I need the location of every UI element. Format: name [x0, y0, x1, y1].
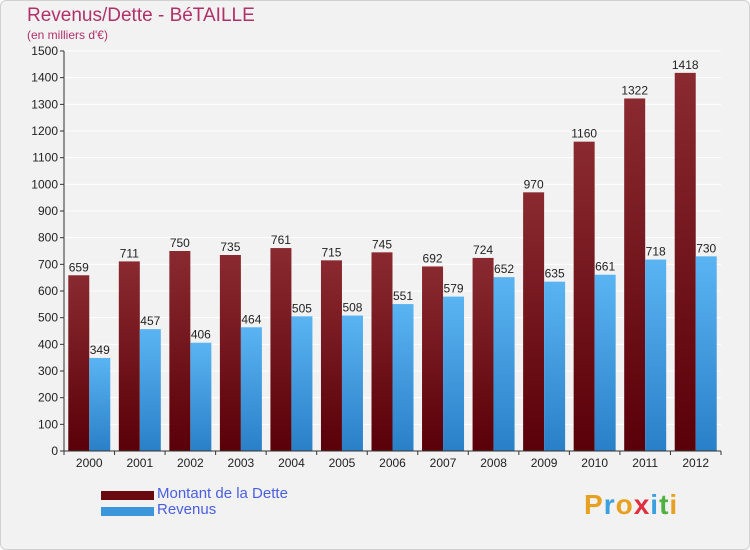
- data-label-revenus: 406: [191, 328, 211, 342]
- data-label-revenus: 349: [90, 343, 110, 357]
- data-label-revenus: 505: [292, 301, 312, 315]
- logo-letter: x: [633, 489, 651, 520]
- bar-revenus: [291, 316, 313, 451]
- data-label-revenus: 464: [241, 312, 261, 326]
- bar-revenus: [443, 296, 465, 451]
- y-tick-label: 1200: [31, 124, 58, 138]
- legend-item-revenus: Revenus: [101, 501, 216, 519]
- data-label-dette: 745: [372, 237, 392, 251]
- data-label-revenus: 635: [545, 267, 565, 281]
- logo-letter: i: [650, 489, 660, 520]
- bar-dette: [169, 251, 191, 451]
- data-label-revenus: 579: [444, 282, 464, 296]
- bar-revenus: [89, 357, 111, 451]
- x-tick-label: 2007: [430, 456, 457, 470]
- bar-revenus: [544, 281, 566, 451]
- data-label-revenus: 457: [140, 314, 160, 328]
- bar-revenus: [645, 259, 667, 451]
- x-tick-label: 2003: [228, 456, 255, 470]
- logo-letter: i: [669, 489, 679, 520]
- y-tick-label: 1100: [32, 151, 58, 165]
- y-tick-label: 600: [38, 284, 58, 298]
- data-label-dette: 724: [473, 243, 493, 257]
- y-tick-label: 200: [38, 391, 58, 405]
- y-tick-label: 300: [38, 364, 58, 378]
- data-label-dette: 761: [271, 233, 291, 247]
- bar-revenus: [695, 256, 717, 451]
- logo-letter: t: [659, 489, 670, 520]
- y-tick-label: 1400: [31, 71, 58, 85]
- bar-revenus: [139, 329, 161, 451]
- y-tick-label: 100: [38, 417, 58, 431]
- legend-label-dette: Montant de la Dette: [157, 485, 288, 502]
- bar-dette: [118, 261, 140, 451]
- x-tick-label: 2004: [278, 456, 305, 470]
- x-tick-label: 2005: [329, 456, 356, 470]
- y-tick-label: 400: [38, 337, 58, 351]
- y-tick-label: 0: [51, 444, 58, 458]
- data-label-revenus: 551: [393, 289, 413, 303]
- data-label-dette: 711: [120, 246, 139, 260]
- x-tick-label: 2000: [76, 456, 103, 470]
- bar-dette: [371, 252, 393, 451]
- y-tick-label: 800: [38, 231, 58, 245]
- y-tick-label: 1000: [31, 177, 58, 191]
- data-label-dette: 970: [524, 177, 544, 191]
- bar-dette: [219, 255, 241, 451]
- legend-item-dette: Montant de la Dette: [101, 485, 288, 503]
- chart-subtitle: (en milliers d'€): [27, 28, 108, 42]
- bar-revenus: [190, 342, 212, 451]
- y-tick-label: 700: [38, 257, 58, 271]
- bar-dette: [422, 266, 444, 451]
- bar-dette: [472, 257, 494, 451]
- bar-dette: [270, 248, 292, 451]
- x-tick-label: 2008: [480, 456, 507, 470]
- legend-swatch-revenus: [101, 506, 154, 516]
- data-label-dette: 715: [321, 245, 341, 259]
- logo-letter: P: [584, 489, 604, 520]
- data-label-dette: 1418: [672, 58, 699, 72]
- bar-dette: [624, 98, 646, 451]
- legend-swatch-dette: [101, 490, 154, 500]
- bar-revenus: [392, 304, 414, 451]
- x-tick-label: 2010: [581, 456, 608, 470]
- bar-revenus: [341, 315, 363, 451]
- logo-letter: o: [615, 489, 634, 520]
- x-tick-label: 2012: [682, 456, 709, 470]
- x-tick-label: 2009: [531, 456, 558, 470]
- x-tick-label: 2006: [379, 456, 406, 470]
- bar-revenus: [240, 327, 262, 451]
- bar-dette: [320, 260, 342, 451]
- bar-dette: [674, 72, 696, 451]
- x-tick-label: 2002: [177, 456, 204, 470]
- data-label-dette: 750: [170, 236, 190, 250]
- data-label-revenus: 652: [494, 262, 514, 276]
- y-tick-label: 1300: [31, 97, 58, 111]
- bar-dette: [68, 275, 90, 451]
- proxiti-logo: Proxiti: [584, 489, 678, 521]
- data-label-dette: 1160: [571, 127, 597, 141]
- x-tick-label: 2011: [632, 456, 658, 470]
- logo-letter: r: [603, 489, 616, 520]
- legend-label-revenus: Revenus: [157, 501, 217, 518]
- bar-dette: [523, 192, 545, 452]
- data-label-dette: 735: [220, 240, 240, 254]
- y-tick-label: 900: [38, 204, 58, 218]
- bar-dette: [573, 141, 595, 451]
- bar-revenus: [493, 277, 515, 451]
- data-label-dette: 692: [423, 251, 443, 265]
- data-label-revenus: 730: [696, 241, 716, 255]
- data-label-revenus: 508: [342, 301, 362, 315]
- data-label-revenus: 661: [595, 260, 615, 274]
- y-tick-label: 500: [38, 311, 58, 325]
- x-tick-label: 2001: [126, 456, 153, 470]
- data-label-dette: 659: [69, 260, 89, 274]
- bar-revenus: [594, 274, 616, 451]
- data-label-revenus: 718: [646, 245, 666, 259]
- y-tick-label: 1500: [31, 44, 58, 58]
- data-label-dette: 1322: [621, 83, 648, 97]
- chart-title: Revenus/Dette - BéTAILLE: [27, 5, 255, 26]
